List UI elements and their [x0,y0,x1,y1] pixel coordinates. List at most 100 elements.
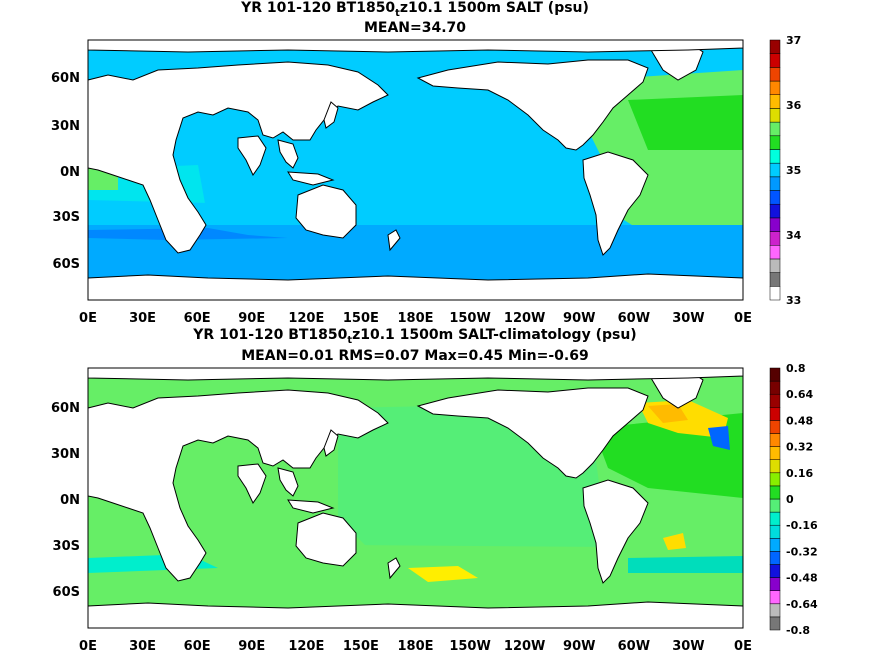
xtick: 0E [734,311,752,326]
colorbar-swatch [769,459,781,474]
colorbar-swatch [769,393,781,408]
colorbar-swatch [769,485,781,500]
xtick: 30W [672,639,704,654]
ytick: 60N [51,71,80,86]
colorbar-swatch [769,108,781,123]
colorbar-swatch [769,245,781,260]
xtick: 180E [397,639,433,654]
colorbar-swatch [769,407,781,421]
xtick: 30E [129,639,156,654]
xtick: 0E [734,639,752,654]
panel2-x-axis: 0E 30E 60E 90E 120E 150E 180E 150W 120W 90W 60W 30W… [79,639,752,654]
colorbar-swatch [769,80,781,95]
colorbar-swatch [769,498,781,513]
xtick: 120E [288,311,324,326]
colorbar-swatch [769,511,781,526]
ytick: 0N [60,165,80,180]
colorbar-label: 35 [786,164,801,177]
colorbar-label: 0.16 [786,467,813,480]
colorbar-swatch [769,190,781,205]
colorbar-label: 37 [786,34,801,47]
colorbar-label: 33 [786,294,801,307]
panel2-y-axis: 60N 30N 0N 30S 60S [51,401,80,600]
colorbar-swatch [769,272,781,287]
colorbar-swatch [769,380,781,395]
panel1-colorbar: 37 36 35 34 33 [769,34,802,307]
ytick: 60S [53,257,80,272]
panel1-y-axis: 60N 30N 0N 30S 60S [51,71,80,272]
xtick: 0E [79,639,97,654]
colorbar-swatch [769,577,781,591]
panel1-title: YR 101-120 BT1850tz10.1 1500m SALT (psu) [241,0,589,19]
colorbar-swatch [769,524,781,539]
colorbar-swatch [769,121,781,137]
xtick: 150E [343,311,379,326]
colorbar-swatch [769,94,781,109]
colorbar-label: -0.48 [786,572,818,585]
ytick: 30S [53,210,80,225]
colorbar-label: -0.8 [786,624,810,637]
colorbar-swatch [769,286,781,301]
ytick: 30N [51,447,80,462]
xtick: 30E [129,311,156,326]
ytick: 60N [51,401,80,416]
colorbar-swatch [769,367,781,382]
colorbar-label: 0.64 [786,388,813,401]
colorbar-swatch [769,538,781,552]
colorbar-swatch [769,217,781,232]
xtick: 120E [288,639,324,654]
xtick: 120W [504,311,545,326]
colorbar-label: 36 [786,99,802,112]
colorbar-swatch [769,472,781,487]
xtick: 90W [563,311,595,326]
xtick: 60W [618,639,650,654]
colorbar-swatch [769,551,781,565]
xtick: 90W [563,639,595,654]
colorbar-swatch [769,203,781,219]
colorbar-swatch [769,149,781,164]
colorbar-swatch [769,39,781,54]
colorbar-label: -0.32 [786,545,818,558]
colorbar-swatch [769,590,781,605]
ytick: 0N [60,493,80,508]
colorbar-swatch [769,603,781,618]
colorbar-label: 34 [786,229,802,242]
colorbar-label: 0.48 [786,414,813,427]
colorbar-swatch [769,231,781,246]
xtick: 0E [79,311,97,326]
xtick: 30W [672,311,704,326]
colorbar-label: -0.64 [786,598,818,611]
xtick: 150W [449,639,490,654]
xtick: 180E [397,311,433,326]
panel2-title: YR 101-120 BT1850tz10.1 1500m SALT-clima… [193,327,637,346]
ytick: 30S [53,539,80,554]
colorbar-label: 0 [786,493,794,506]
colorbar-label: -0.16 [786,519,818,532]
panel1-map [87,39,744,301]
colorbar-swatch [769,162,781,178]
panel1-stats: MEAN=34.70 [363,20,467,36]
colorbar-swatch [769,616,781,631]
xtick: 90E [238,639,265,654]
panel2-colorbar: 0.8 0.64 0.48 0.32 0.16 0 -0.16 -0.32 -0.48 -0.64… [769,362,818,637]
panel1-x-axis: 0E 30E 60E 90E 120E 150E 180E 150W 120W 90W 60W 30W… [79,311,752,326]
colorbar-swatch [769,420,781,434]
panel2-map [87,367,744,629]
xtick: 150E [343,639,379,654]
xtick: 60E [184,639,211,654]
ytick: 60S [53,585,80,600]
xtick: 120W [504,639,545,654]
xtick: 60W [618,311,650,326]
panel2-stats: MEAN=0.01 RMS=0.07 Max=0.45 Min=-0.69 [241,348,589,364]
colorbar-swatch [769,176,781,191]
colorbar-swatch [769,564,781,578]
colorbar-label: 0.8 [786,362,806,375]
colorbar-swatch [769,135,781,150]
colorbar-swatch [769,433,781,447]
xtick: 60E [184,311,211,326]
colorbar-swatch [769,53,781,68]
colorbar-swatch [769,446,781,460]
colorbar-label: 0.32 [786,441,813,454]
colorbar-swatch [769,67,781,82]
